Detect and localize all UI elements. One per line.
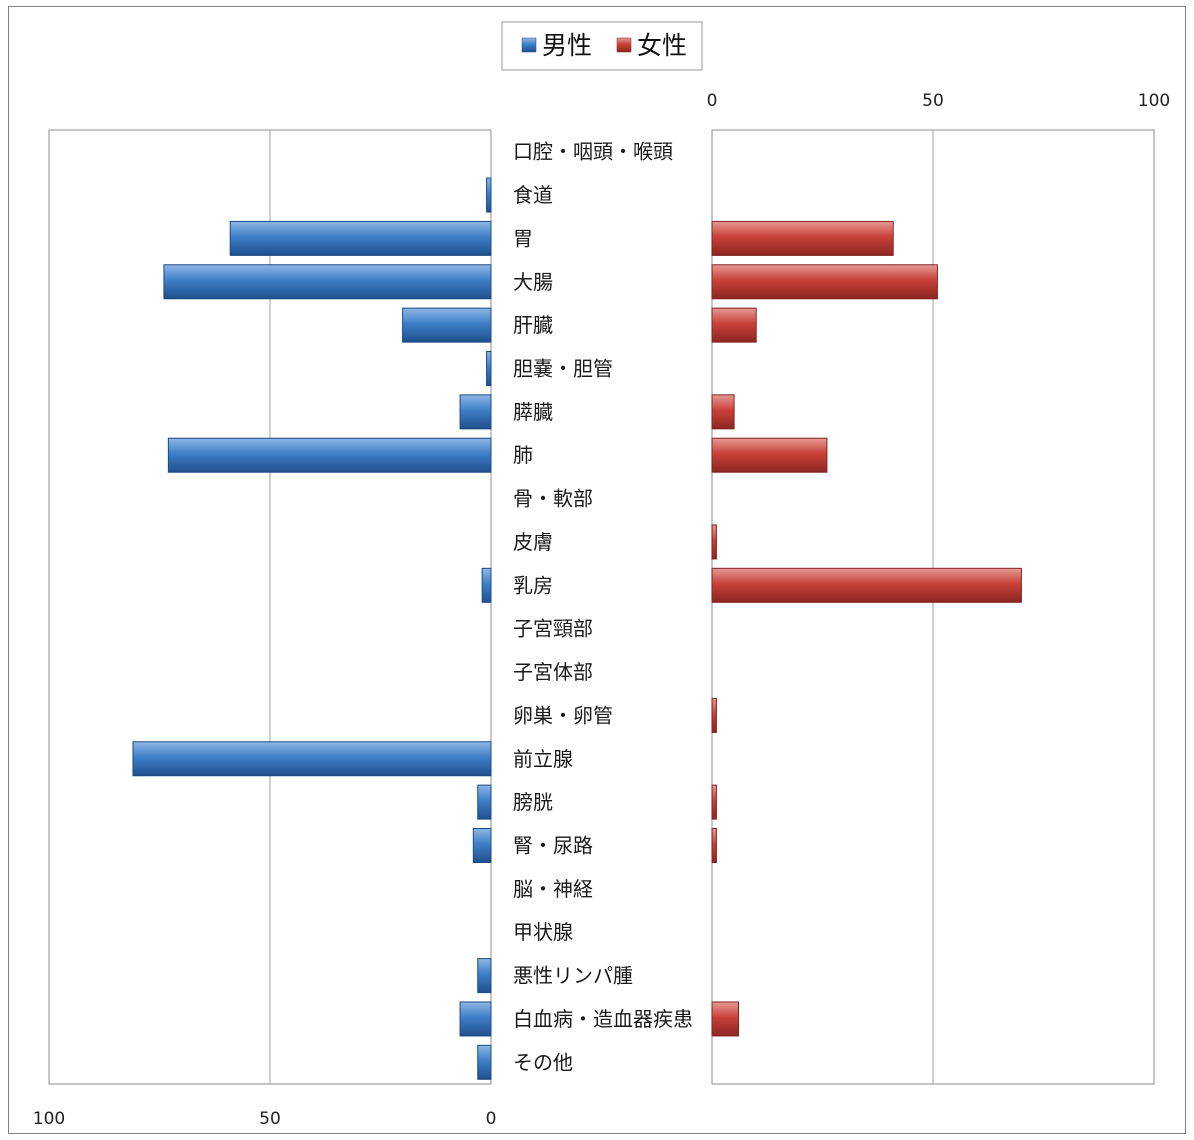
female-plot-area — [711, 129, 1155, 1085]
category-label: 悪性リンパ腫 — [513, 964, 633, 988]
male-bar — [229, 220, 492, 256]
male-plot-area — [48, 129, 492, 1085]
female-bar — [711, 697, 717, 733]
category-label: 脳・神経 — [513, 877, 593, 901]
female-bar — [711, 828, 717, 863]
legend-male-label: 男性 — [542, 31, 592, 60]
category-label: 卵巣・卵管 — [513, 703, 613, 727]
category-label: 骨・軟部 — [513, 487, 593, 511]
female-axis-ticks: 0 50 100 — [707, 91, 1171, 111]
category-label: 食道 — [513, 183, 553, 207]
male-bar — [477, 784, 492, 820]
category-label: 子宮頸部 — [513, 617, 593, 641]
category-label: 前立腺 — [513, 747, 573, 771]
female-axis-tick-label: 0 — [707, 91, 718, 111]
category-labels: 口腔・咽頭・喉頭食道胃大腸肝臓胆嚢・胆管膵臓肺骨・軟部皮膚乳房子宮頸部子宮体部卵… — [513, 140, 693, 1075]
category-label: 白血病・造血器疾患 — [513, 1007, 693, 1031]
category-label: 膀胱 — [513, 790, 553, 814]
category-label: 肝臓 — [513, 313, 553, 337]
female-bar — [711, 307, 757, 343]
category-label: 膵臓 — [513, 400, 553, 424]
category-label: 皮膚 — [513, 530, 553, 554]
category-label: 子宮体部 — [513, 660, 593, 684]
male-bar — [477, 958, 492, 994]
legend: 男性 女性 — [501, 21, 703, 71]
female-axis-tick-label: 100 — [1138, 91, 1170, 111]
female-bar — [711, 567, 1022, 603]
male-axis-tick-label: 0 — [486, 1109, 497, 1129]
female-bars-group — [711, 220, 1022, 1037]
category-label: 胆嚢・胆管 — [513, 357, 613, 381]
male-bar — [481, 567, 492, 603]
male-axis-ticks: 100 50 0 — [33, 1109, 497, 1129]
male-bar — [167, 437, 492, 473]
female-bar — [711, 220, 894, 256]
male-bar — [472, 828, 492, 863]
male-bars-group — [132, 177, 492, 1080]
male-axis-tick-label: 100 — [33, 1109, 65, 1129]
female-axis-tick-label: 50 — [922, 91, 944, 111]
category-label: 乳房 — [513, 573, 553, 597]
category-label: 大腸 — [513, 270, 553, 294]
male-bar — [486, 351, 492, 386]
male-bar — [459, 1001, 492, 1037]
female-bar — [711, 1001, 740, 1037]
chart-frame — [8, 6, 1186, 1134]
male-bar — [163, 264, 492, 300]
male-bar — [486, 177, 492, 213]
male-axis-tick-label: 50 — [259, 1109, 281, 1129]
male-bar — [459, 394, 492, 430]
female-bar — [711, 437, 828, 473]
male-bar — [132, 741, 492, 777]
category-label: その他 — [513, 1050, 573, 1074]
legend-female-swatch — [616, 37, 632, 53]
male-bar — [402, 307, 492, 343]
category-label: 口腔・咽頭・喉頭 — [513, 140, 673, 164]
category-label: 腎・尿路 — [513, 834, 593, 858]
female-bar — [711, 524, 717, 560]
female-bar — [711, 394, 735, 430]
female-bar — [711, 784, 717, 820]
female-bar — [711, 264, 938, 300]
category-label: 肺 — [513, 443, 533, 467]
category-label: 甲状腺 — [513, 920, 573, 944]
category-label: 胃 — [513, 226, 533, 250]
male-bar — [477, 1044, 492, 1080]
legend-female-label: 女性 — [637, 31, 687, 60]
legend-male-swatch — [521, 37, 537, 53]
